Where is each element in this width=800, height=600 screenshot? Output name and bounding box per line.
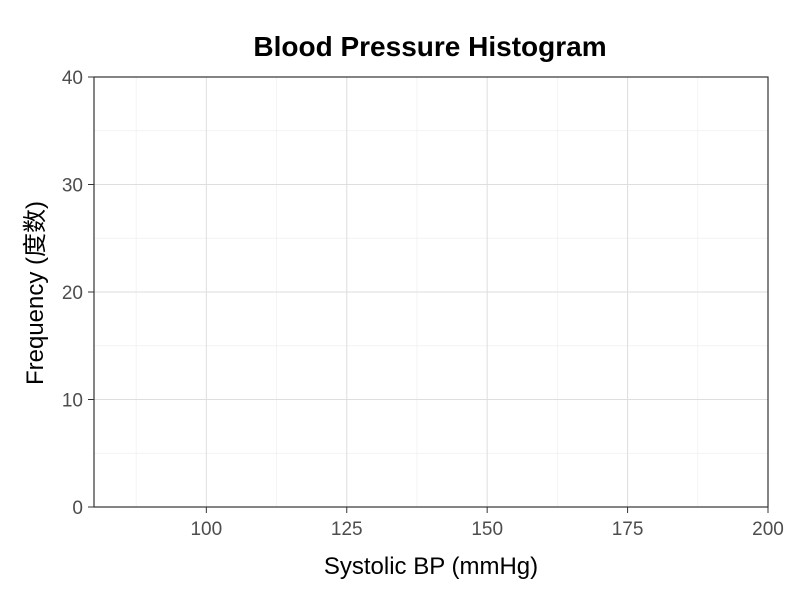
- x-tick-label: 100: [190, 519, 222, 540]
- axis-ticks: [88, 76, 769, 513]
- y-tick-label: 20: [62, 283, 83, 304]
- x-tick-label: 150: [471, 519, 503, 540]
- y-tick-label: 40: [62, 68, 83, 89]
- x-tick-label: 175: [612, 519, 644, 540]
- x-tick-label: 125: [331, 519, 363, 540]
- y-axis-title: Frequency (度数): [22, 201, 49, 385]
- chart-title: Blood Pressure Histogram: [253, 31, 606, 62]
- grid-lines: [94, 76, 769, 508]
- y-tick-label: 30: [62, 176, 83, 197]
- tick-labels: 100 125 150 175 200 0 10 20 30 40: [62, 68, 784, 540]
- y-tick-label: 0: [72, 498, 83, 519]
- y-tick-label: 10: [62, 391, 83, 412]
- x-tick-label: 200: [752, 519, 784, 540]
- x-axis-title: Systolic BP (mmHg): [324, 553, 538, 580]
